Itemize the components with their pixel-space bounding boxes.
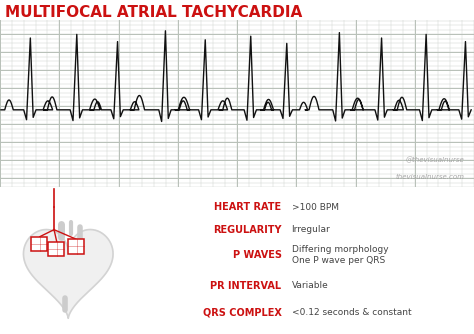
Text: MULTIFOCAL ATRIAL TACHYCARDIA: MULTIFOCAL ATRIAL TACHYCARDIA [5, 5, 302, 20]
Text: P WAVES: P WAVES [233, 250, 282, 260]
Text: >100 BPM: >100 BPM [292, 203, 338, 212]
Bar [31, 237, 47, 251]
Text: thevisualnurse.com: thevisualnurse.com [395, 174, 465, 180]
Text: Irregular: Irregular [292, 225, 330, 234]
Text: HEART RATE: HEART RATE [214, 202, 282, 212]
Bar [48, 242, 64, 256]
Text: QRS COMPLEX: QRS COMPLEX [203, 307, 282, 317]
Text: @thevisualnurse: @thevisualnurse [406, 157, 465, 164]
Bar [68, 239, 84, 254]
Text: PR INTERVAL: PR INTERVAL [210, 281, 282, 291]
Text: REGULARITY: REGULARITY [213, 225, 282, 235]
Text: <0.12 seconds & constant: <0.12 seconds & constant [292, 308, 411, 317]
Text: Variable: Variable [292, 281, 328, 290]
Text: Differing morphology
One P wave per QRS: Differing morphology One P wave per QRS [292, 245, 388, 265]
Polygon shape [24, 229, 113, 318]
